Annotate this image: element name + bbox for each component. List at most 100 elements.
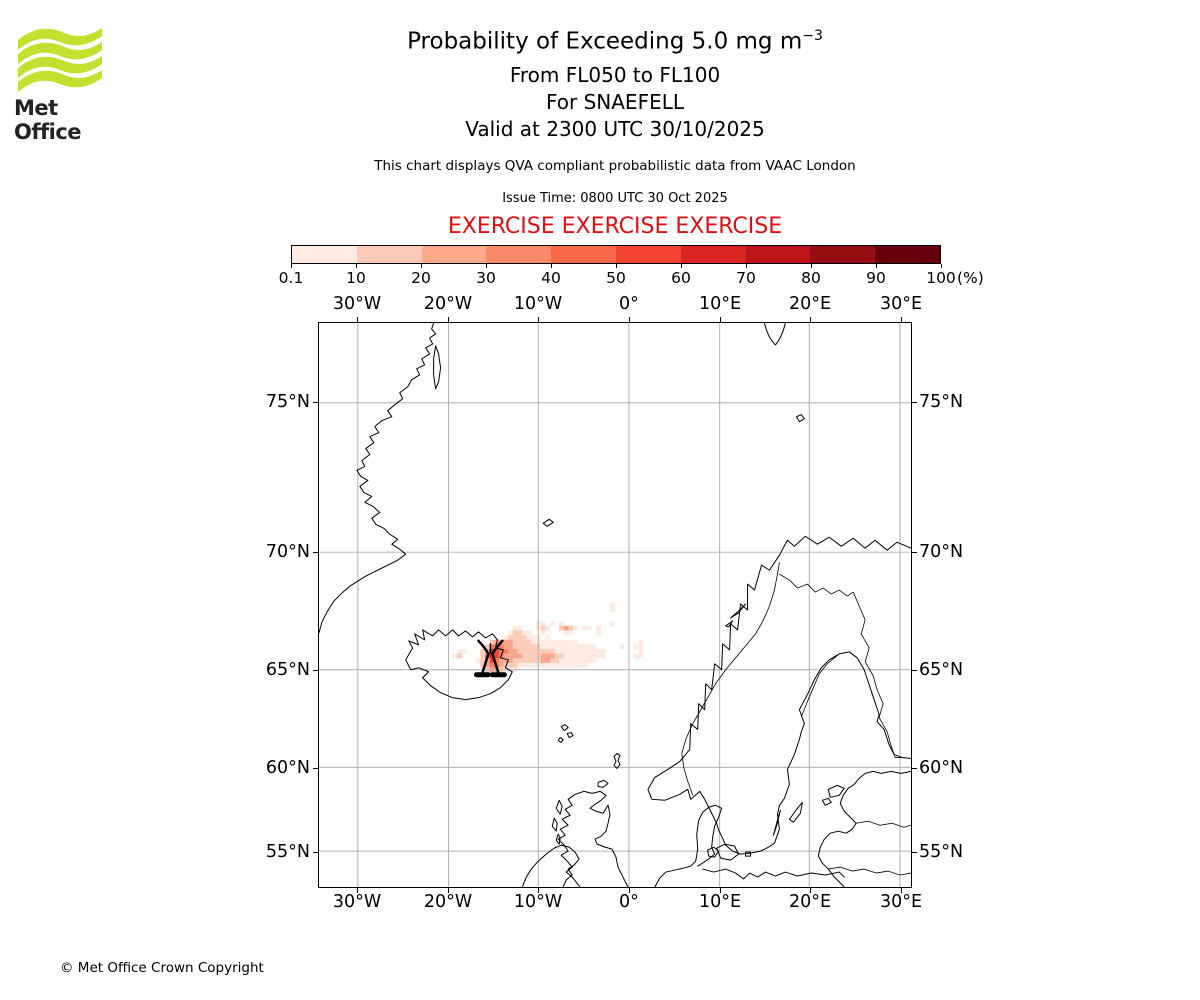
colorbar-segment bbox=[292, 246, 357, 263]
colorbar-unit-label: (%) bbox=[957, 269, 984, 287]
plume-cell bbox=[582, 653, 588, 659]
plume-cell bbox=[619, 644, 625, 650]
subtitle-flight-levels: From FL050 to FL100 bbox=[509, 63, 721, 87]
issue-time-text: Issue Time: 0800 UTC 30 Oct 2025 bbox=[502, 191, 728, 206]
plume-cell bbox=[559, 653, 564, 659]
lat-frame-tick bbox=[912, 551, 917, 553]
lon-frame-tick bbox=[447, 888, 449, 893]
colorbar-segment bbox=[421, 246, 487, 263]
lon-bottom-label: 10°E bbox=[698, 892, 742, 912]
lon-bottom-label: 30°E bbox=[879, 892, 923, 912]
plume-cell bbox=[573, 639, 578, 645]
plume-cell bbox=[549, 648, 555, 654]
lon-top-label: 20°E bbox=[788, 294, 832, 314]
plume-cell bbox=[508, 653, 513, 659]
plume-cell bbox=[549, 639, 555, 645]
coastline-svalbard-tip bbox=[763, 323, 786, 346]
plume-cell bbox=[549, 621, 555, 626]
plume-cell bbox=[563, 653, 569, 659]
plume-cell bbox=[531, 635, 537, 640]
lon-frame-tick bbox=[537, 317, 539, 322]
island-funen bbox=[707, 846, 720, 858]
plume-cell bbox=[508, 662, 513, 668]
title-text: Probability of Exceeding 5.0 mg m bbox=[407, 28, 803, 55]
lon-top-label: 30°W bbox=[332, 294, 382, 314]
plume-cell bbox=[498, 644, 504, 650]
met-office-logo: Met Office bbox=[14, 22, 114, 144]
lat-frame-tick bbox=[912, 669, 917, 671]
plume-cell bbox=[596, 630, 601, 636]
plume-cell bbox=[494, 648, 500, 654]
lat-frame-tick bbox=[912, 767, 917, 769]
plume-cell bbox=[461, 648, 467, 654]
plume-cell bbox=[577, 648, 583, 654]
plume-cell bbox=[489, 644, 495, 650]
plume-cell bbox=[568, 653, 574, 659]
map-panel bbox=[318, 322, 912, 888]
coastline-estonia-latvia bbox=[817, 770, 911, 887]
plume-cell bbox=[582, 658, 588, 664]
plume-cell bbox=[559, 639, 564, 645]
colorbar-segment bbox=[551, 246, 616, 263]
lat-left-label: 60°N bbox=[265, 758, 310, 778]
lon-frame-tick bbox=[809, 888, 811, 893]
colorbar-tick bbox=[745, 264, 747, 268]
plume-cell bbox=[586, 658, 592, 664]
border-sweden-finland bbox=[801, 653, 840, 717]
plume-cell bbox=[573, 625, 578, 631]
border-finland-russia bbox=[852, 591, 903, 758]
plume-cell bbox=[591, 644, 597, 650]
plume-cell bbox=[517, 639, 523, 645]
island-bear bbox=[795, 414, 805, 423]
plume-cell bbox=[484, 662, 490, 668]
border-finnmark bbox=[779, 573, 854, 597]
plume-cell bbox=[554, 662, 560, 668]
island-zealand bbox=[716, 843, 740, 861]
island-jan-mayen bbox=[542, 518, 554, 527]
plume-cell bbox=[512, 662, 518, 668]
islands-lofoten bbox=[725, 603, 747, 628]
plume-cell bbox=[586, 653, 592, 659]
plume-cell bbox=[554, 648, 560, 654]
plume-cell bbox=[563, 658, 569, 664]
plume-cell bbox=[526, 635, 532, 640]
plume-cell bbox=[568, 644, 574, 650]
plume-cell bbox=[526, 662, 532, 668]
plume-cell bbox=[573, 662, 578, 668]
exercise-banner: EXERCISE EXERCISE EXERCISE bbox=[447, 214, 783, 239]
lat-frame-tick bbox=[313, 551, 318, 553]
plume-cell bbox=[633, 653, 639, 659]
plume-cell bbox=[573, 644, 578, 650]
lon-frame-tick bbox=[900, 317, 902, 322]
lon-bottom-label: 30°W bbox=[332, 892, 382, 912]
plume-cell bbox=[531, 644, 537, 650]
coastline-greenland bbox=[319, 323, 437, 634]
plume-cell bbox=[517, 658, 523, 664]
plume-cell bbox=[549, 644, 555, 650]
colorbar-tick-label: 50 bbox=[606, 269, 626, 287]
plume-cell bbox=[522, 635, 527, 640]
plume-cell bbox=[591, 658, 597, 664]
plume-cell bbox=[517, 630, 523, 636]
plume-cell bbox=[503, 648, 509, 654]
lon-frame-tick bbox=[719, 888, 721, 893]
plume-cell bbox=[586, 625, 592, 631]
colorbar-tick-label: 70 bbox=[736, 269, 756, 287]
plume-cell bbox=[522, 639, 527, 645]
colorbar-segment bbox=[680, 246, 746, 263]
plume-cell bbox=[489, 639, 495, 645]
plume-cell bbox=[531, 653, 537, 659]
plume-cell bbox=[545, 639, 551, 645]
plume-cell bbox=[540, 653, 546, 659]
plume-cell bbox=[568, 639, 574, 645]
plume-cell bbox=[522, 653, 527, 659]
plume-cell bbox=[512, 648, 518, 654]
plume-cell bbox=[563, 630, 569, 636]
lon-frame-tick bbox=[900, 888, 902, 893]
lat-right-label: 75°N bbox=[919, 392, 964, 412]
plume-cell bbox=[522, 644, 527, 650]
map-graphic bbox=[319, 323, 911, 887]
plume-cell bbox=[517, 635, 523, 640]
plume-cell bbox=[563, 639, 569, 645]
plume-cell bbox=[540, 644, 546, 650]
